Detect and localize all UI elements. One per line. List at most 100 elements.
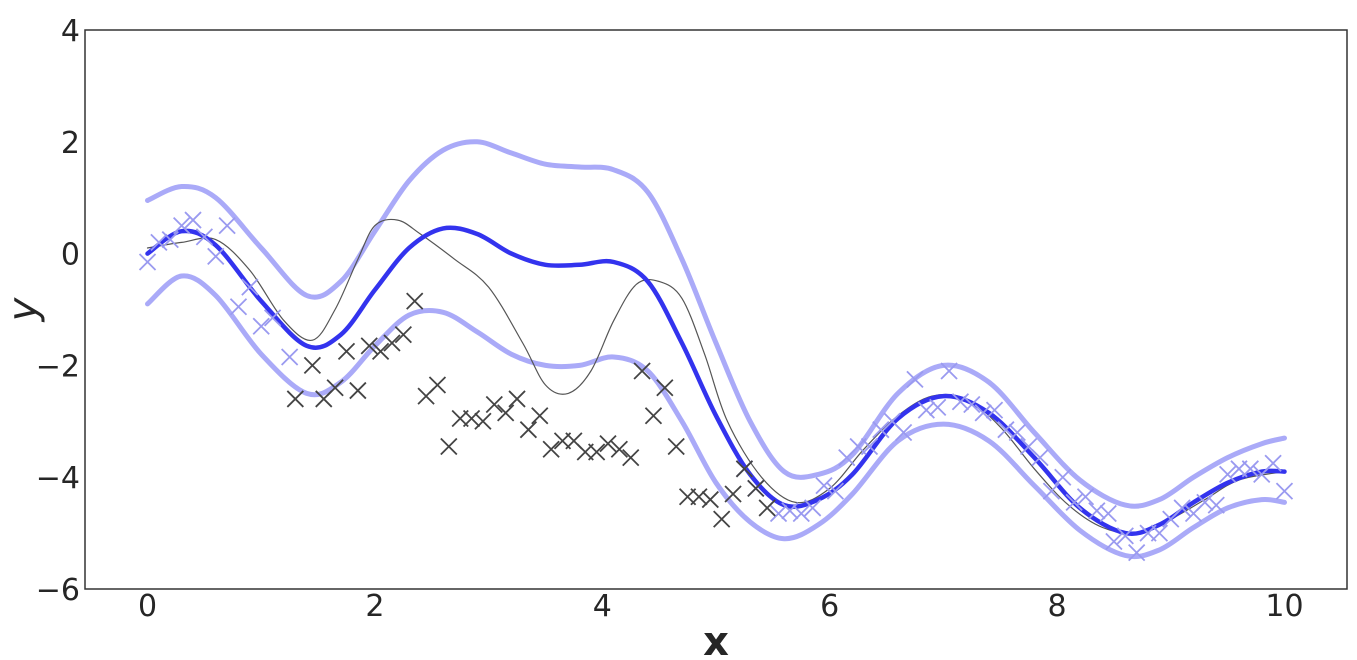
training-point-marker [1105, 532, 1123, 551]
test-point-marker [622, 448, 640, 467]
true-function-line [146, 218, 1286, 535]
test-point-marker [542, 440, 560, 458]
test-point-marker [633, 362, 651, 380]
training-point-marker [997, 421, 1015, 439]
training-point-marker [1065, 493, 1083, 511]
training-point-marker [1076, 488, 1095, 506]
training-point-marker [792, 504, 810, 523]
test-point-marker [360, 337, 378, 355]
training-point-marker [252, 317, 270, 335]
test-point-marker [610, 440, 628, 458]
training-point-marker [1196, 493, 1214, 511]
test-point-marker [690, 488, 708, 506]
training-point-marker [1088, 502, 1106, 520]
x-tick-label: 0 [138, 589, 157, 624]
training-point-marker [281, 348, 299, 366]
training-point-marker [1099, 504, 1117, 523]
plot-frame [84, 29, 1348, 590]
x-tick-label: 10 [1265, 589, 1303, 624]
training-point-marker [1054, 468, 1072, 486]
training-point-marker [826, 482, 845, 500]
training-point-marker [872, 421, 890, 439]
test-point-marker [497, 404, 515, 422]
training-point-marker [963, 395, 981, 414]
training-point-marker [1275, 482, 1294, 500]
test-point-marker [428, 376, 447, 394]
upper-band-line [145, 139, 1287, 509]
test-point-marker [531, 407, 549, 425]
series-points [138, 211, 1294, 562]
test-point-marker [747, 479, 765, 498]
training-point-marker [1218, 465, 1237, 484]
test-point-marker [724, 485, 742, 503]
training-point-marker [1241, 460, 1259, 478]
training-point-marker [906, 370, 924, 389]
test-point-marker [474, 412, 492, 430]
test-point-marker [440, 437, 458, 456]
y-tick-label: 0 [61, 238, 80, 273]
training-point-marker [1008, 423, 1026, 442]
y-tick-label: −4 [36, 461, 80, 496]
training-point-marker [1207, 496, 1225, 514]
test-point-marker [644, 407, 663, 425]
training-point-marker [150, 233, 168, 252]
test-point-marker [406, 292, 424, 310]
training-point-marker [1031, 448, 1049, 467]
test-point-marker [758, 499, 776, 517]
training-point-marker [1116, 527, 1134, 545]
test-point-marker [303, 356, 322, 375]
training-point-marker [138, 253, 157, 271]
y-tick-label: −6 [36, 573, 80, 608]
training-point-marker [229, 298, 248, 316]
test-point-marker [735, 460, 754, 478]
training-point-marker [860, 437, 879, 456]
training-point-marker [195, 228, 214, 246]
training-point-marker [917, 401, 935, 419]
training-point-marker [1264, 454, 1282, 472]
training-point-marker [929, 398, 947, 416]
x-tick-label: 6 [820, 589, 839, 624]
training-point-marker [815, 476, 833, 495]
y-axis-label: y [0, 296, 46, 322]
training-point-marker [1042, 482, 1061, 500]
y-tick-label: −2 [36, 349, 80, 384]
y-tick-label: 4 [61, 14, 80, 49]
test-point-marker [713, 510, 731, 528]
test-point-marker [349, 381, 367, 400]
test-point-marker [667, 437, 685, 456]
test-point-marker [519, 421, 538, 439]
training-point-marker [241, 278, 259, 296]
training-point-marker [804, 499, 822, 517]
test-point-marker [485, 395, 503, 414]
test-point-marker [383, 334, 401, 352]
test-point-marker [701, 490, 719, 509]
test-point-marker [587, 443, 606, 461]
tick-labels: 0 2 4 6 8 10 −6 −4 −2 0 2 4 [36, 14, 1304, 624]
training-point-marker [894, 423, 913, 442]
training-point-marker [1150, 524, 1169, 542]
training-point-marker [184, 211, 202, 229]
training-point-marker [263, 309, 282, 327]
test-point-marker [371, 342, 390, 361]
test-point-marker [394, 326, 412, 344]
x-tick-label: 8 [1048, 589, 1067, 624]
training-point-marker [1173, 499, 1191, 517]
training-point-marker [985, 401, 1004, 419]
test-point-marker [326, 379, 344, 397]
x-tick-label: 2 [365, 589, 384, 624]
training-point-marker [940, 362, 958, 380]
y-tick-label: 2 [61, 126, 80, 161]
predictive-mean-line [145, 225, 1287, 537]
training-point-marker [781, 502, 799, 520]
training-point-marker [769, 504, 788, 523]
training-point-marker [173, 217, 191, 235]
x-tick-label: 4 [593, 589, 612, 624]
training-point-marker [218, 217, 236, 235]
training-point-marker [951, 393, 970, 411]
training-point-marker [161, 230, 179, 249]
test-point-marker [508, 390, 526, 408]
test-point-marker [286, 390, 304, 408]
training-point-marker [974, 404, 992, 422]
test-point-marker [656, 379, 674, 397]
